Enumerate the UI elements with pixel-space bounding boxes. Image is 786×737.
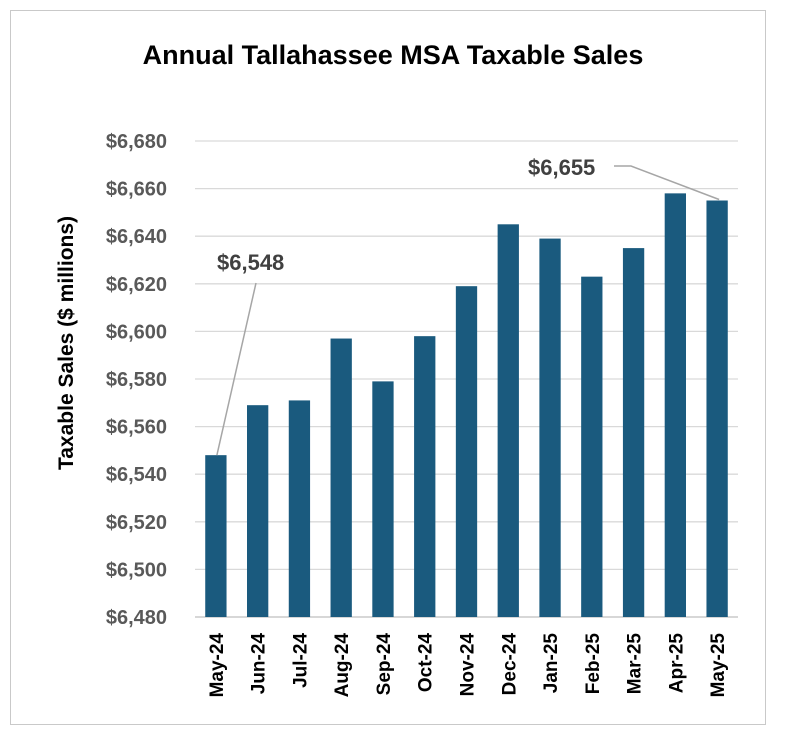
x-tick-label: Nov-24 (458, 633, 479, 697)
x-tick-label: Jan-25 (541, 633, 562, 694)
y-tick-label: $6,600 (106, 321, 167, 343)
bar-aug-24 (330, 338, 352, 617)
bar-jan-25 (539, 238, 561, 617)
annotations: $6,548 $6,655 (216, 155, 720, 456)
x-tick-label: Dec-24 (499, 633, 520, 696)
bar-nov-24 (455, 286, 478, 617)
bar-jun-24 (247, 405, 269, 617)
y-axis-label: Taxable Sales ($ millions) (55, 216, 78, 470)
bar-oct-24 (414, 336, 436, 617)
y-tick-label: $6,520 (106, 512, 167, 534)
bar-feb-25 (581, 276, 603, 617)
bar-sep-24 (372, 381, 394, 617)
annotation-label: $6,655 (528, 155, 595, 180)
bar-dec-24 (497, 224, 519, 618)
bar-apr-25 (664, 193, 686, 618)
bar-may-24 (205, 455, 227, 617)
y-tick-label: $6,580 (106, 369, 167, 391)
y-axis-ticks: $6,480 $6,500 $6,520 $6,540 $6,560 $6,580 $6,6… (106, 131, 167, 629)
annotation-label: $6,548 (217, 250, 284, 275)
x-tick-label: Feb-25 (583, 633, 604, 695)
chart-title: Annual Tallahassee MSA Taxable Sales (142, 40, 644, 70)
annotation-leader-line (614, 165, 720, 201)
x-tick-label: Oct-24 (416, 633, 437, 693)
y-tick-label: $6,540 (106, 464, 167, 486)
x-tick-label: Jul-24 (290, 633, 311, 688)
bars (205, 193, 728, 618)
annotation-leader-line (216, 282, 257, 456)
x-tick-label: May-25 (708, 633, 729, 698)
x-tick-label: Jun-24 (249, 633, 270, 695)
y-tick-label: $6,480 (106, 607, 167, 629)
bar-jul-24 (288, 400, 311, 617)
x-axis-ticks: May-24 Jun-24 Jul-24 Aug-24 Sep-24 Oct-24 Nov-… (207, 633, 729, 698)
x-tick-label: Apr-25 (666, 633, 687, 694)
x-tick-label: Sep-24 (374, 633, 395, 696)
x-tick-label: Mar-25 (625, 633, 646, 695)
y-tick-label: $6,500 (106, 559, 167, 581)
y-tick-label: $6,660 (106, 179, 167, 201)
y-tick-label: $6,640 (106, 226, 167, 248)
x-tick-label: Aug-24 (332, 633, 353, 698)
bar-mar-25 (622, 248, 645, 617)
x-tick-label: May-24 (207, 633, 228, 698)
y-tick-label: $6,620 (106, 274, 167, 296)
y-tick-label: $6,560 (106, 417, 167, 439)
bar-may-25 (706, 200, 728, 617)
y-tick-label: $6,680 (106, 131, 167, 153)
